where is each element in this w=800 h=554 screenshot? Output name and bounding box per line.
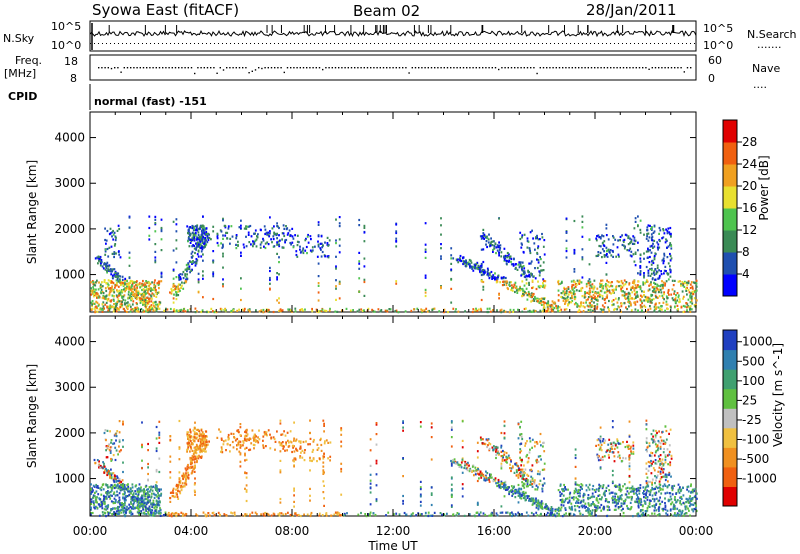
velocity-colorbar-label-text: Velocity [m s^-1]: [771, 343, 785, 447]
power-colorbar-label: Power [dB]: [757, 155, 771, 220]
nsearch-label: N.Search: [747, 28, 797, 41]
freq-panel: [89, 54, 697, 81]
colorbar-tick-label: 24: [742, 157, 757, 171]
y-tick-label: 3000: [54, 176, 85, 190]
colorbar-tick-label: -25: [742, 413, 762, 427]
nsearch-legend-mark: .......: [757, 38, 781, 51]
colorbar-tick-label: 500: [742, 354, 765, 368]
power-colorbar: 4 8 12 16 20 24 28: [722, 119, 757, 297]
colorbar-tick-label: -100: [742, 433, 769, 447]
colorbar-tick-label: 16: [742, 201, 757, 215]
colorbar-tick-label: 20: [742, 179, 757, 193]
colorbar-tick-label: 1000: [742, 335, 773, 349]
nsky-tick-bottom: 10^0: [51, 39, 81, 52]
colorbar-tick-label: 28: [742, 135, 757, 149]
y-tick-label: 4000: [54, 131, 85, 145]
power-scatter: [90, 215, 698, 314]
y-tick-label: 2000: [54, 222, 85, 236]
power-axes: 1000 2000 3000 4000: [54, 112, 697, 312]
colorbar-tick-label: 12: [742, 223, 757, 237]
velocity-ylabel: Slant Range [km]: [25, 364, 39, 468]
colorbar-tick-label: 4: [742, 267, 750, 281]
x-tick-label: 16:00: [477, 524, 512, 538]
power-panel: [89, 111, 697, 313]
beam-title: Beam 02: [353, 2, 420, 20]
x-tick-labels: 00:00 04:00 08:00 12:00 16:00 20:00 00:00: [73, 524, 714, 538]
colorbar-tick-label: -1000: [742, 472, 777, 486]
station-title: Syowa East (fitACF): [92, 1, 239, 19]
nsky-tick-top: 10^5: [51, 20, 81, 33]
x-axis-label: Time UT: [367, 539, 418, 553]
velocity-colorbar: 1000 500 100 25 -25 -100 -500 -1000: [722, 329, 777, 507]
y-tick-label: 4000: [54, 335, 85, 349]
x-tick-label: 20:00: [578, 524, 613, 538]
freq-unit: [MHz]: [4, 67, 36, 80]
nsky-trace: [89, 23, 697, 50]
nsearch-tick-bottom: 10^0: [703, 39, 733, 52]
colorbar-tick-label: 25: [742, 393, 757, 407]
y-tick-label: 3000: [54, 380, 85, 394]
freq-tick-top: 18: [64, 55, 78, 68]
velocity-colorbar-label: Velocity [m s^-1]: [771, 343, 785, 447]
x-tick-label: 04:00: [174, 524, 209, 538]
y-tick-label: 2000: [54, 426, 85, 440]
colorbar-tick-label: 100: [742, 374, 765, 388]
nsky-panel: [89, 20, 697, 52]
freq-tick-bottom: 8: [70, 72, 77, 85]
nave-legend-mark: ....: [753, 78, 767, 91]
x-tick-label: 12:00: [376, 524, 411, 538]
y-tick-label: 1000: [54, 472, 85, 486]
y-tick-label: 1000: [54, 268, 85, 282]
nsky-label: N.Sky: [3, 32, 35, 45]
colorbar-tick-label: -500: [742, 452, 769, 466]
cpid-label: CPID: [8, 90, 37, 103]
nave-label: Nave: [752, 62, 780, 75]
velocity-scatter: [90, 419, 698, 518]
freq-trace: [98, 67, 692, 75]
x-tick-label: 00:00: [73, 524, 108, 538]
power-ylabel: Slant Range [km]: [25, 160, 39, 264]
velocity-axes: 1000 2000 3000 4000: [54, 316, 697, 516]
nave-tick-bottom: 0: [708, 72, 715, 85]
x-tick-label: 00:00: [679, 524, 714, 538]
nsearch-tick-top: 10^5: [703, 22, 733, 35]
cpid-value: normal (fast) -151: [94, 95, 207, 108]
x-tick-label: 08:00: [275, 524, 310, 538]
freq-label: Freq.: [15, 54, 42, 67]
nave-tick-top: 60: [708, 54, 722, 67]
colorbar-tick-label: 8: [742, 245, 750, 259]
velocity-panel: [89, 315, 697, 517]
date-title: 28/Jan/2011: [586, 1, 677, 19]
